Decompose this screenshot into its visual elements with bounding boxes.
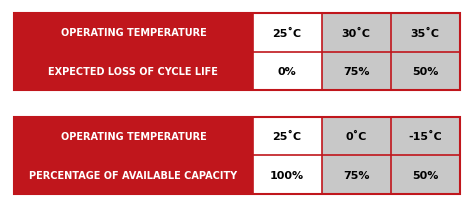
Text: EXPECTED LOSS OF CYCLE LIFE: EXPECTED LOSS OF CYCLE LIFE	[48, 67, 219, 77]
Bar	[391, 53, 460, 91]
Bar	[253, 14, 322, 53]
Text: 0˚C: 0˚C	[346, 131, 367, 141]
Bar	[322, 53, 391, 91]
Text: 35˚C: 35˚C	[411, 28, 440, 38]
Bar	[322, 14, 391, 53]
Bar	[14, 53, 253, 91]
Text: 50%: 50%	[412, 170, 438, 180]
Bar	[322, 117, 391, 156]
Bar	[391, 156, 460, 194]
Bar	[253, 117, 322, 156]
Text: 0%: 0%	[278, 67, 297, 77]
Text: 75%: 75%	[343, 67, 369, 77]
Bar	[253, 53, 322, 91]
Text: 25˚C: 25˚C	[273, 131, 301, 141]
Bar	[253, 156, 322, 194]
Bar	[14, 14, 253, 53]
Text: 100%: 100%	[270, 170, 304, 180]
Text: OPERATING TEMPERATURE: OPERATING TEMPERATURE	[61, 131, 206, 141]
Text: -15˚C: -15˚C	[409, 131, 442, 141]
Bar	[14, 156, 253, 194]
Bar	[322, 156, 391, 194]
Bar	[14, 117, 460, 194]
Text: 30˚C: 30˚C	[342, 28, 371, 38]
Text: PERCENTAGE OF AVAILABLE CAPACITY: PERCENTAGE OF AVAILABLE CAPACITY	[29, 170, 237, 180]
Text: 50%: 50%	[412, 67, 438, 77]
Text: 75%: 75%	[343, 170, 369, 180]
Text: OPERATING TEMPERATURE: OPERATING TEMPERATURE	[61, 28, 206, 38]
Text: 25˚C: 25˚C	[273, 28, 301, 38]
Bar	[14, 14, 460, 91]
Bar	[391, 117, 460, 156]
Bar	[391, 14, 460, 53]
Bar	[14, 117, 253, 156]
